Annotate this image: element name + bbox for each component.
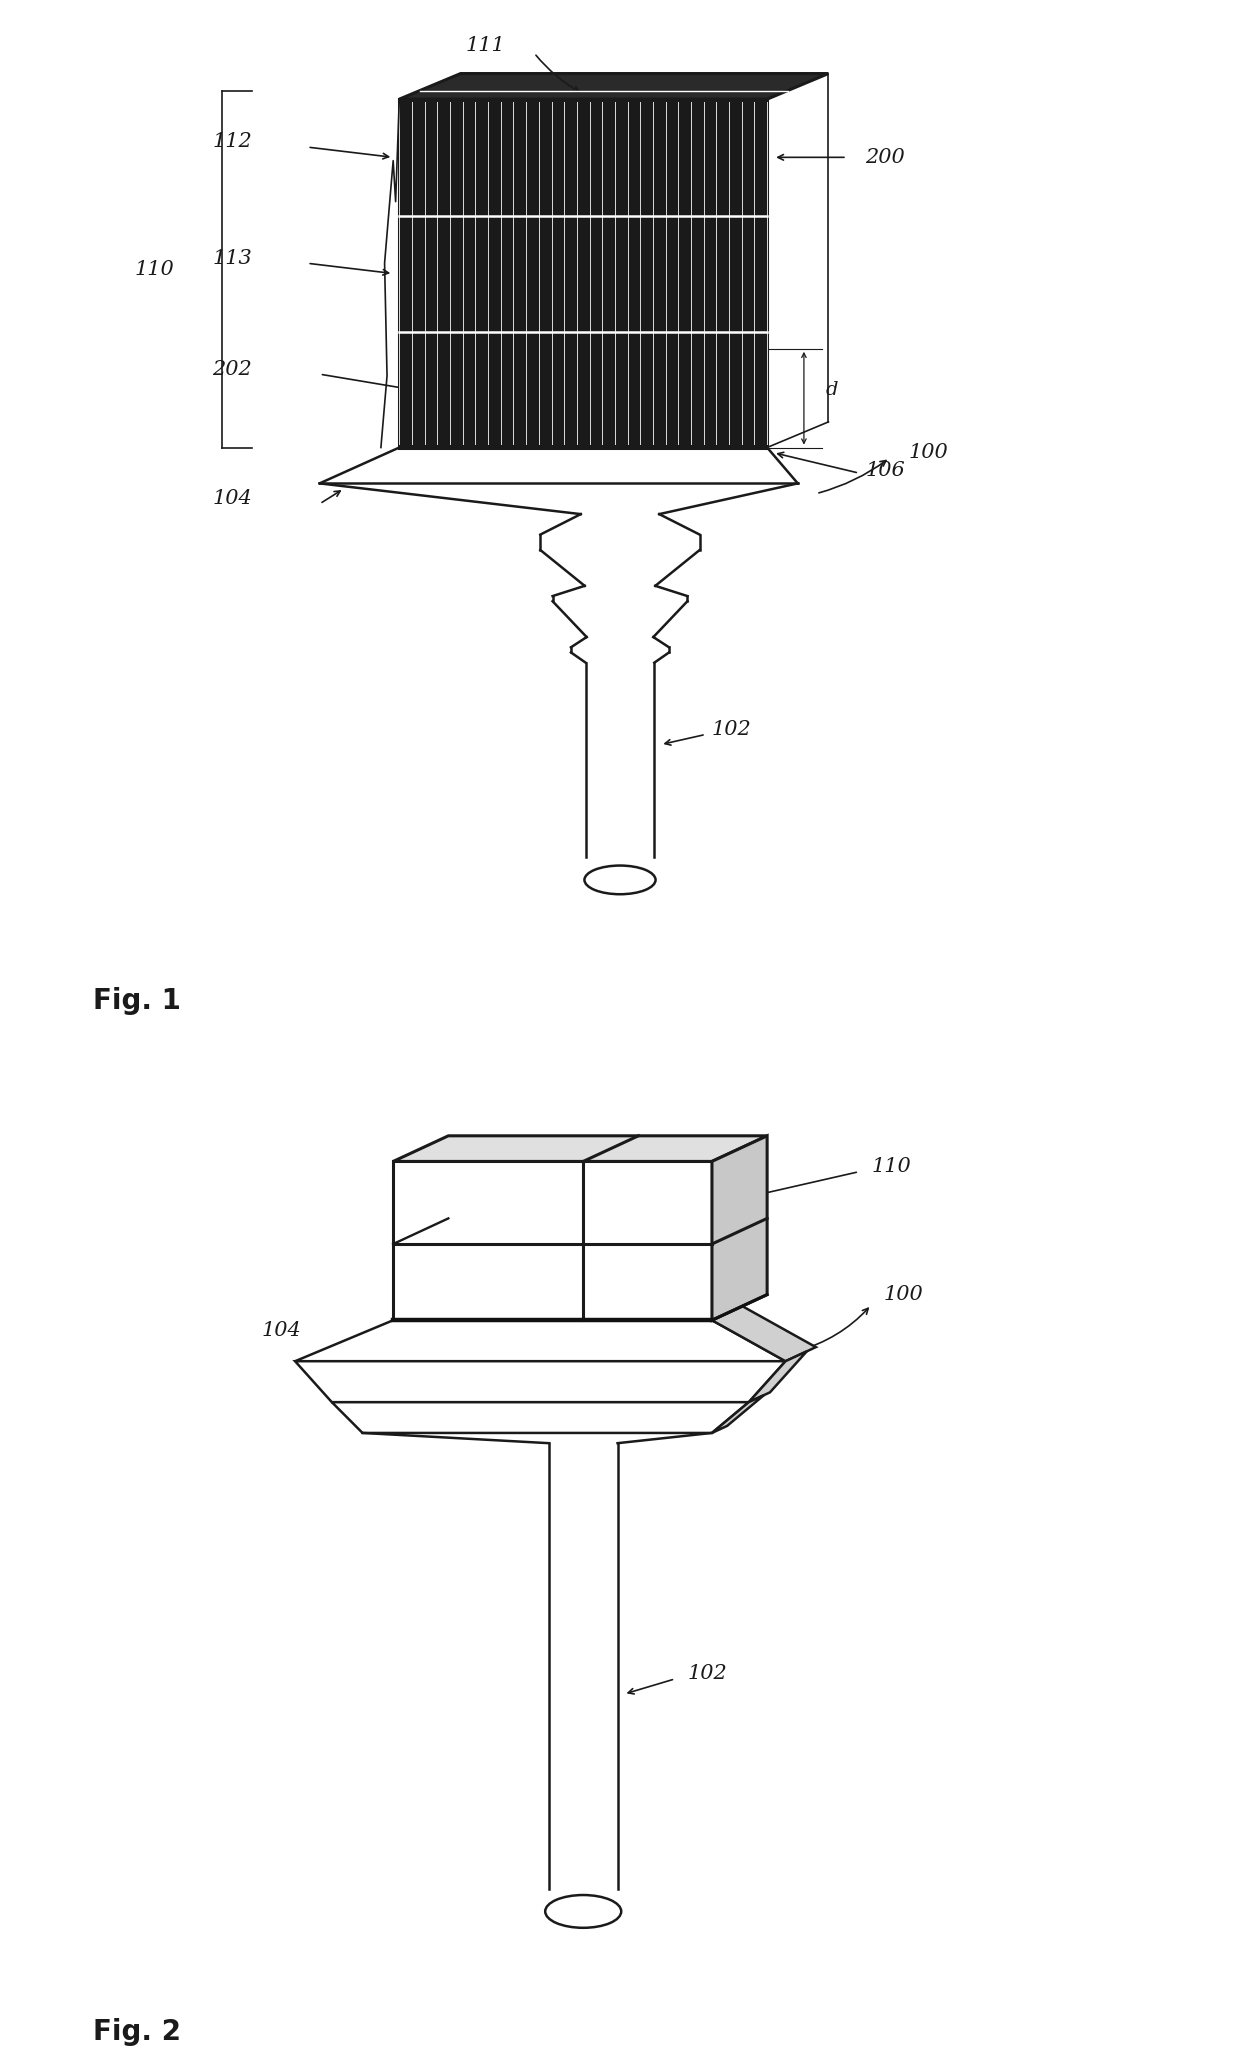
Text: 102: 102 xyxy=(712,720,751,739)
Polygon shape xyxy=(749,1352,807,1401)
Text: 202: 202 xyxy=(212,360,252,379)
Ellipse shape xyxy=(546,1894,621,1927)
Text: 110: 110 xyxy=(134,261,174,279)
Polygon shape xyxy=(399,99,768,447)
Text: 102: 102 xyxy=(687,1664,727,1683)
Text: 113: 113 xyxy=(212,248,252,267)
Polygon shape xyxy=(332,1401,749,1432)
Polygon shape xyxy=(295,1362,785,1401)
Text: Fig. 1: Fig. 1 xyxy=(93,987,181,1014)
Text: 100: 100 xyxy=(884,1285,924,1304)
Polygon shape xyxy=(295,1321,785,1362)
Text: 110: 110 xyxy=(872,1157,911,1176)
Polygon shape xyxy=(712,1136,768,1321)
Text: 200: 200 xyxy=(866,147,905,168)
Polygon shape xyxy=(712,1306,816,1362)
Text: 104: 104 xyxy=(212,489,252,509)
Text: 104: 104 xyxy=(262,1321,301,1339)
Ellipse shape xyxy=(584,865,656,894)
Polygon shape xyxy=(393,1136,768,1161)
Text: d: d xyxy=(826,381,838,400)
Text: 106: 106 xyxy=(866,460,905,480)
Text: 112: 112 xyxy=(212,132,252,151)
Text: Fig. 2: Fig. 2 xyxy=(93,2018,181,2047)
Polygon shape xyxy=(393,1161,712,1321)
Polygon shape xyxy=(399,75,828,99)
Text: 111: 111 xyxy=(465,37,505,56)
Polygon shape xyxy=(712,1395,764,1432)
Text: 100: 100 xyxy=(908,443,947,462)
